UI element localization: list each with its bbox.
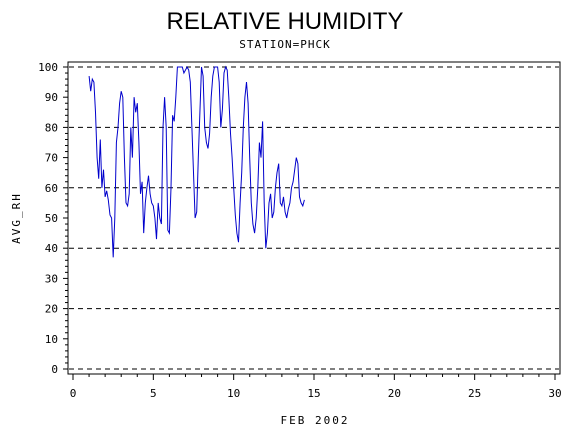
x-tick-label: 20 bbox=[388, 387, 401, 400]
y-tick-label: 0 bbox=[51, 363, 58, 376]
x-tick-label: 15 bbox=[307, 387, 320, 400]
x-tick-label: 25 bbox=[468, 387, 481, 400]
y-tick-label: 40 bbox=[45, 242, 58, 255]
y-tick-label: 90 bbox=[45, 91, 58, 104]
y-axis-title: AVG_RH bbox=[10, 192, 23, 244]
y-axis: 0 10 20 30 40 50 60 70 80 90 100 bbox=[38, 61, 68, 376]
series-group bbox=[88, 65, 305, 258]
y-tick-label: 80 bbox=[45, 121, 58, 134]
x-tick-label: 0 bbox=[70, 387, 77, 400]
x-tick-label: 30 bbox=[548, 387, 561, 400]
chart-subtitle: STATION=PHCK bbox=[239, 38, 330, 51]
y-tick-label: 60 bbox=[45, 182, 58, 195]
y-tick-label: 20 bbox=[45, 303, 58, 316]
gridlines bbox=[69, 66, 559, 370]
series-line bbox=[88, 65, 305, 258]
plot-frame bbox=[67, 61, 561, 375]
x-axis: 0 5 10 15 20 25 30 bbox=[70, 374, 562, 400]
x-tick-label: 5 bbox=[150, 387, 157, 400]
y-tick-label: 10 bbox=[45, 333, 58, 346]
y-tick-label: 70 bbox=[45, 152, 58, 165]
x-tick-label: 10 bbox=[227, 387, 240, 400]
x-axis-title: FEB 2002 bbox=[281, 414, 350, 427]
y-tick-label: 100 bbox=[38, 61, 58, 74]
chart-title: RELATIVE HUMIDITY bbox=[167, 8, 404, 35]
y-tick-label: 30 bbox=[45, 272, 58, 285]
y-tick-label: 50 bbox=[45, 212, 58, 225]
